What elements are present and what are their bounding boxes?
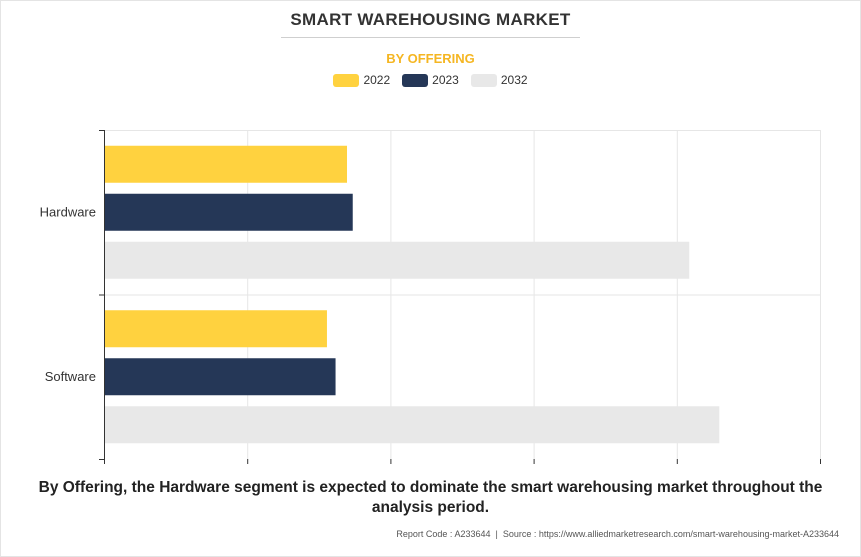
chart-caption: By Offering, the Hardware segment is exp… bbox=[38, 479, 823, 516]
source-link[interactable]: Source : https://www.alliedmarketresearc… bbox=[502, 529, 839, 539]
y-axis bbox=[99, 130, 821, 464]
legend-item-2023[interactable]: 2023 bbox=[402, 73, 459, 87]
bars bbox=[105, 145, 720, 444]
chart-title: SMART WAREHOUSING MARKET bbox=[290, 10, 571, 29]
legend-label-2032: 2032 bbox=[500, 73, 528, 87]
footer: Report Code : A233644 | Source : https:/… bbox=[396, 529, 839, 539]
legend-item-2032[interactable]: 2032 bbox=[470, 73, 528, 87]
category-label-software: Software bbox=[45, 369, 96, 384]
legend-swatch-2032 bbox=[470, 73, 497, 87]
legend: 2022 2023 2032 bbox=[0, 73, 861, 87]
grid-lines bbox=[104, 130, 821, 459]
bar-hardware-2032 bbox=[105, 241, 690, 279]
report-code: Report Code : A233644 bbox=[396, 529, 491, 539]
category-labels: Hardware Software bbox=[40, 204, 96, 384]
bar-software-2032 bbox=[105, 406, 720, 444]
bar-software-2023 bbox=[105, 358, 336, 396]
category-label-hardware: Hardware bbox=[40, 204, 96, 219]
legend-label-2022: 2022 bbox=[363, 73, 391, 87]
footer-separator: | bbox=[495, 529, 498, 539]
bar-hardware-2023 bbox=[105, 193, 353, 231]
bar-software-2022 bbox=[105, 310, 327, 348]
legend-item-2022[interactable]: 2022 bbox=[333, 73, 390, 87]
title-underline bbox=[281, 37, 580, 38]
legend-swatch-2022 bbox=[333, 73, 360, 87]
legend-label-2023: 2023 bbox=[432, 73, 459, 87]
legend-swatch-2023 bbox=[402, 73, 429, 87]
bar-hardware-2022 bbox=[105, 145, 348, 183]
chart-subtitle: BY OFFERING bbox=[386, 51, 475, 66]
